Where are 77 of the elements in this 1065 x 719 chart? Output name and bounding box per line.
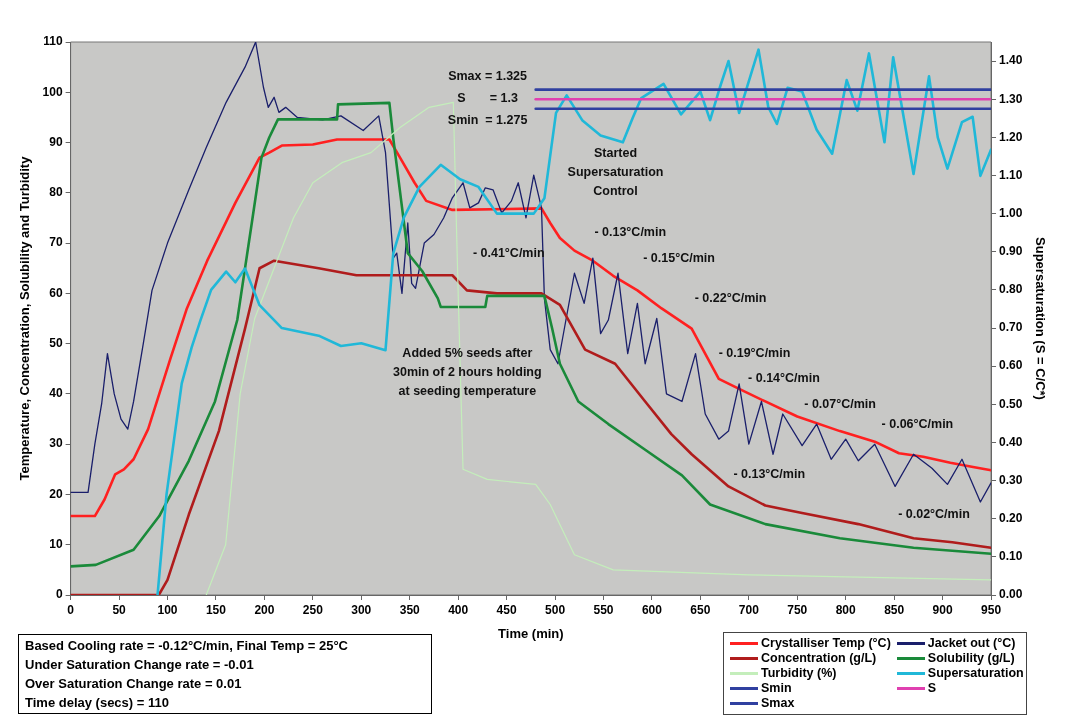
y-tick-label: 50 bbox=[49, 335, 63, 350]
x-tick-label: 550 bbox=[593, 602, 614, 617]
x-tick-label: 450 bbox=[496, 602, 517, 617]
x-tick-label: 700 bbox=[738, 602, 760, 617]
legend-label: Crystalliser Temp (°C) bbox=[761, 636, 891, 651]
legend-label: Turbidity (%) bbox=[761, 666, 837, 681]
x-tick-label: 650 bbox=[690, 602, 711, 617]
x-tick-label: 400 bbox=[448, 602, 469, 617]
annotation: - 0.13°C/min bbox=[733, 466, 806, 481]
annotation: - 0.15°C/min bbox=[643, 250, 715, 265]
y2-tick-label: 0.20 bbox=[999, 511, 1023, 526]
legend-label: Jacket out (°C) bbox=[927, 636, 1016, 651]
x-tick-label: 600 bbox=[641, 602, 663, 617]
x-tick-label: 900 bbox=[932, 602, 953, 617]
y-tick-label: 0 bbox=[55, 587, 63, 602]
y-tick-label: 40 bbox=[49, 386, 63, 401]
x-tick-label: 200 bbox=[254, 602, 275, 617]
annotation: - 0.06°C/min bbox=[881, 416, 954, 431]
y2-tick-label: 0.50 bbox=[999, 396, 1023, 411]
text: Over Saturation Change rate = 0.01 bbox=[25, 675, 243, 693]
y2-tick-label: 1.00 bbox=[999, 205, 1023, 220]
y2-tick-label: 0.10 bbox=[999, 549, 1023, 564]
x-tick-label: 50 bbox=[112, 602, 127, 617]
y2-tick-label: 0.80 bbox=[999, 282, 1023, 297]
x-tick-label: 300 bbox=[351, 602, 372, 617]
y-tick-label: 30 bbox=[49, 436, 63, 451]
legend-label: Supersaturation bbox=[927, 666, 1024, 681]
y-axis-title: Temperature, Concentration, Solubility and Turbidity bbox=[17, 155, 33, 481]
y-tick-label: 100 bbox=[42, 84, 63, 99]
text: Time delay (secs) = 110 bbox=[25, 694, 170, 712]
x-tick-label: 950 bbox=[981, 602, 1002, 617]
text: Based Cooling rate = -0.12°C/min, Final Temp = 25°C bbox=[25, 637, 349, 655]
y2-tick-label: 0.70 bbox=[999, 320, 1023, 335]
y2-tick-label: 1.20 bbox=[999, 129, 1023, 144]
y-tick-label: 80 bbox=[49, 185, 63, 200]
y-tick-label: 90 bbox=[49, 134, 63, 149]
y2-tick-label: 1.30 bbox=[999, 91, 1023, 106]
text: Under Saturation Change rate = -0.01 bbox=[25, 656, 255, 674]
x-tick-label: 150 bbox=[205, 602, 227, 617]
y2-tick-label: 0.40 bbox=[999, 434, 1023, 449]
y-tick-label: 10 bbox=[49, 537, 63, 552]
annotation: - 0.14°C/min bbox=[748, 371, 820, 386]
annotation: Smin = 1.275 bbox=[447, 112, 528, 127]
x-tick-label: 750 bbox=[787, 602, 808, 617]
x-tick-label: 100 bbox=[157, 602, 178, 617]
y2-tick-label: 1.10 bbox=[999, 167, 1023, 182]
annotation: Added 5% seeds after 30min of 2 hours holding at seeding temperature bbox=[393, 345, 542, 398]
x-tick-label: 350 bbox=[399, 602, 421, 617]
annotation: - 0.19°C/min bbox=[718, 346, 791, 361]
legend-label: Smax bbox=[761, 696, 795, 711]
x-tick-label: 500 bbox=[545, 602, 566, 617]
annotation: - 0.07°C/min bbox=[804, 396, 876, 411]
annotation: Started Supersaturation Control bbox=[567, 145, 664, 198]
annotation: S = 1.3 bbox=[457, 91, 519, 106]
legend-label: S bbox=[927, 681, 937, 696]
y2-tick-label: 0.90 bbox=[999, 244, 1023, 259]
annotation: - 0.13°C/min bbox=[594, 225, 667, 240]
x-tick-label: 250 bbox=[302, 602, 324, 617]
y2-tick-label: 0.00 bbox=[999, 587, 1023, 602]
y2-tick-label: 1.40 bbox=[999, 53, 1023, 68]
y2-axis-title: Supersaturation (S = C/C*) bbox=[1032, 237, 1048, 400]
x-tick-label: 800 bbox=[835, 602, 857, 617]
y2-tick-label: 0.60 bbox=[999, 358, 1023, 373]
y-tick-label: 70 bbox=[49, 235, 63, 250]
y-tick-label: 20 bbox=[49, 486, 63, 501]
annotation: - 0.02°C/min bbox=[898, 507, 970, 522]
annotation: Smax = 1.325 bbox=[448, 69, 528, 84]
x-axis-title: Time (min) bbox=[498, 625, 564, 641]
legend-label: Smin bbox=[761, 681, 792, 696]
x-tick-label: 850 bbox=[884, 602, 905, 617]
y2-tick-label: 0.30 bbox=[999, 472, 1023, 487]
legend-label: Solubility (g/L) bbox=[927, 651, 1015, 666]
x-tick-label: 0 bbox=[67, 602, 75, 617]
legend-label: Concentration (g/L) bbox=[761, 651, 877, 666]
annotation: - 0.22°C/min bbox=[694, 291, 767, 306]
y-tick-label: 60 bbox=[49, 285, 63, 300]
y-tick-label: 110 bbox=[43, 34, 63, 49]
